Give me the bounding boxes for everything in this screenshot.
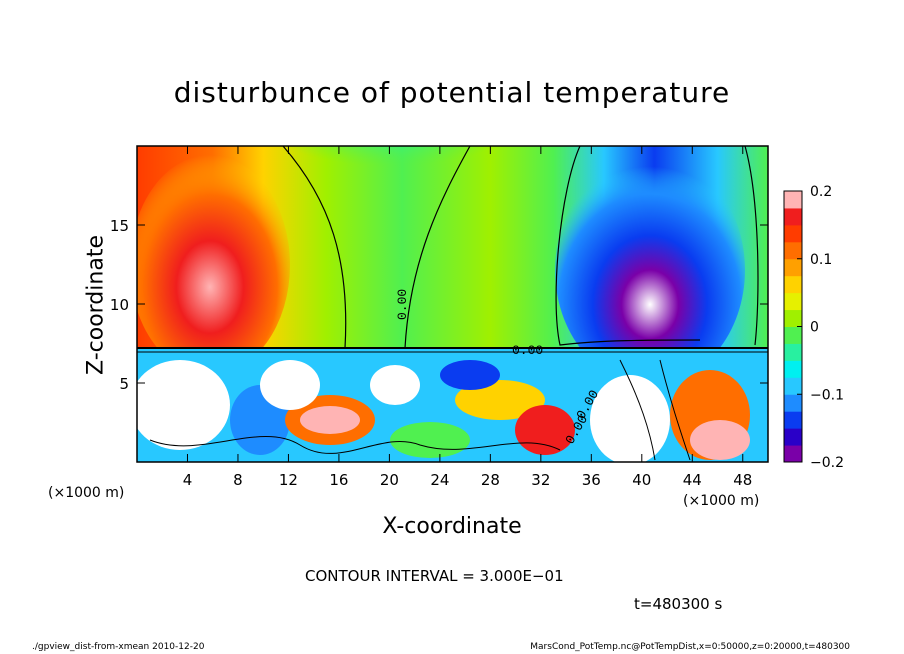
time-label: t=480300 s: [634, 595, 723, 613]
colorbar-swatch: [784, 326, 802, 344]
colorbar-tick-label: 0: [810, 320, 819, 336]
x-tick-label: 12: [279, 471, 298, 489]
contour-label: 0.00: [512, 343, 543, 358]
x-tick-label: 4: [183, 471, 193, 489]
colorbar-swatch: [784, 343, 802, 361]
colorbar-swatch: [784, 377, 802, 395]
contour-interval-note: CONTOUR INTERVAL = 3.000E−01: [305, 567, 564, 585]
x-tick-label: 8: [233, 471, 243, 489]
colorbar-tick-label: 0.2: [810, 184, 832, 200]
colorbar-swatch: [784, 411, 802, 429]
colorbar-tick-label: −0.1: [810, 387, 844, 403]
colorbar-tick-label: 0.1: [810, 252, 832, 268]
colorbar-swatch: [784, 207, 802, 226]
footer-right: MarsCond_PotTemp.nc@PotTempDist,x=0:5000…: [530, 642, 850, 652]
x-axis-label: X-coordinate: [382, 514, 522, 539]
x-tick-label: 40: [632, 471, 651, 489]
colorbar-swatch: [784, 428, 802, 446]
x-tick-label: 44: [683, 471, 702, 489]
y-axis-label: Z-coordinate: [83, 235, 109, 375]
x-tick-label: 36: [582, 471, 601, 489]
colorbar-swatch: [784, 394, 802, 412]
y-tick-label: 5: [119, 375, 129, 393]
x-tick-label: 16: [329, 471, 348, 489]
colorbar-swatch: [784, 292, 802, 311]
x-tick-label: 48: [733, 471, 752, 489]
x-tick-label: 28: [481, 471, 500, 489]
x-unit-label: (×1000 m): [48, 485, 124, 501]
colorbar-tick-label: −0.2: [810, 455, 844, 471]
colorbar-swatch: [784, 309, 802, 327]
y-tick-label: 10: [110, 296, 129, 314]
colorbar-swatch: [784, 445, 802, 463]
x-tick-label: 20: [380, 471, 399, 489]
colorbar-swatch: [784, 191, 802, 209]
colorbar-swatch: [784, 275, 802, 294]
colorbar-swatch: [784, 224, 802, 243]
colorbar-swatch: [784, 258, 802, 277]
x-axis: 4 8 12 16 20 24 28 32 36 40 44 48: [183, 146, 752, 489]
x-unit-label-right: (×1000 m): [683, 493, 759, 509]
x-tick-label: 32: [531, 471, 550, 489]
colorbar: 0.2 0.1 0 −0.1 −0.2: [783, 184, 844, 471]
contour-label: 0.00: [395, 289, 410, 320]
colorbar-swatch: [784, 241, 802, 260]
y-tick-label: 15: [110, 217, 129, 235]
y-axis: 5 10 15: [110, 217, 768, 393]
heatmap-field: [137, 146, 768, 462]
chart-title: disturbunce of potential temperature: [173, 76, 731, 109]
x-tick-label: 24: [430, 471, 449, 489]
footer-left: ./gpview_dist-from-xmean 2010-12-20: [32, 642, 205, 652]
colorbar-swatch: [784, 360, 802, 378]
